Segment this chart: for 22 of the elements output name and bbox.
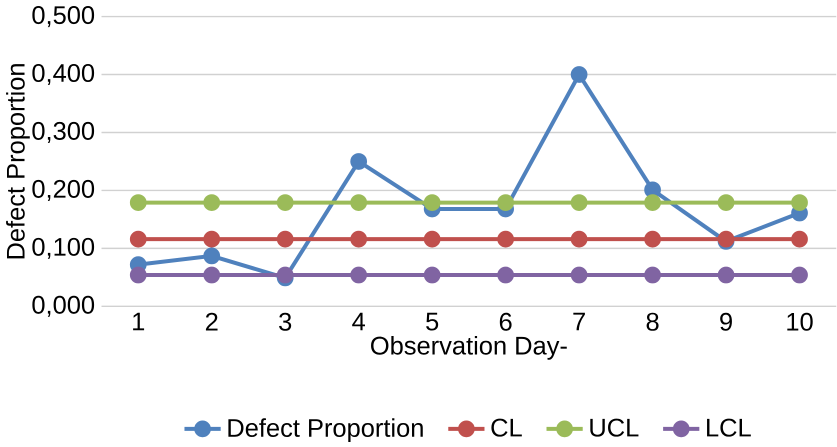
- x-tick-label: 2: [206, 312, 218, 331]
- x-tick-label: 5: [426, 312, 438, 331]
- x-tick-label: 6: [500, 312, 512, 331]
- y-tick-label: 0,300: [32, 122, 94, 144]
- x-tick-label: 7: [573, 312, 585, 330]
- x-tick-label: 9: [720, 312, 732, 331]
- legend-label: Defect Proportion: [228, 418, 423, 442]
- y-tick-label: 0,200: [32, 180, 94, 202]
- legend-label: LCL: [707, 418, 751, 437]
- legend-label: UCL: [590, 418, 638, 437]
- y-tick-label: 0,500: [32, 6, 94, 28]
- x-tick-label: 3: [279, 312, 292, 331]
- y-tick-label: 0,000: [32, 296, 94, 317]
- x-tick-label: 8: [646, 312, 659, 331]
- x-tick-label: 10: [787, 312, 813, 331]
- y-axis-title: Defect Proportion: [6, 64, 30, 259]
- x-axis-title: Observation Day-: [371, 336, 567, 360]
- x-tick-label: 4: [352, 312, 366, 330]
- y-tick-label: 0,400: [32, 64, 94, 86]
- y-tick-label: 0,100: [32, 238, 94, 260]
- legend-label: CL: [491, 418, 522, 437]
- x-tick-label: 1: [133, 312, 144, 330]
